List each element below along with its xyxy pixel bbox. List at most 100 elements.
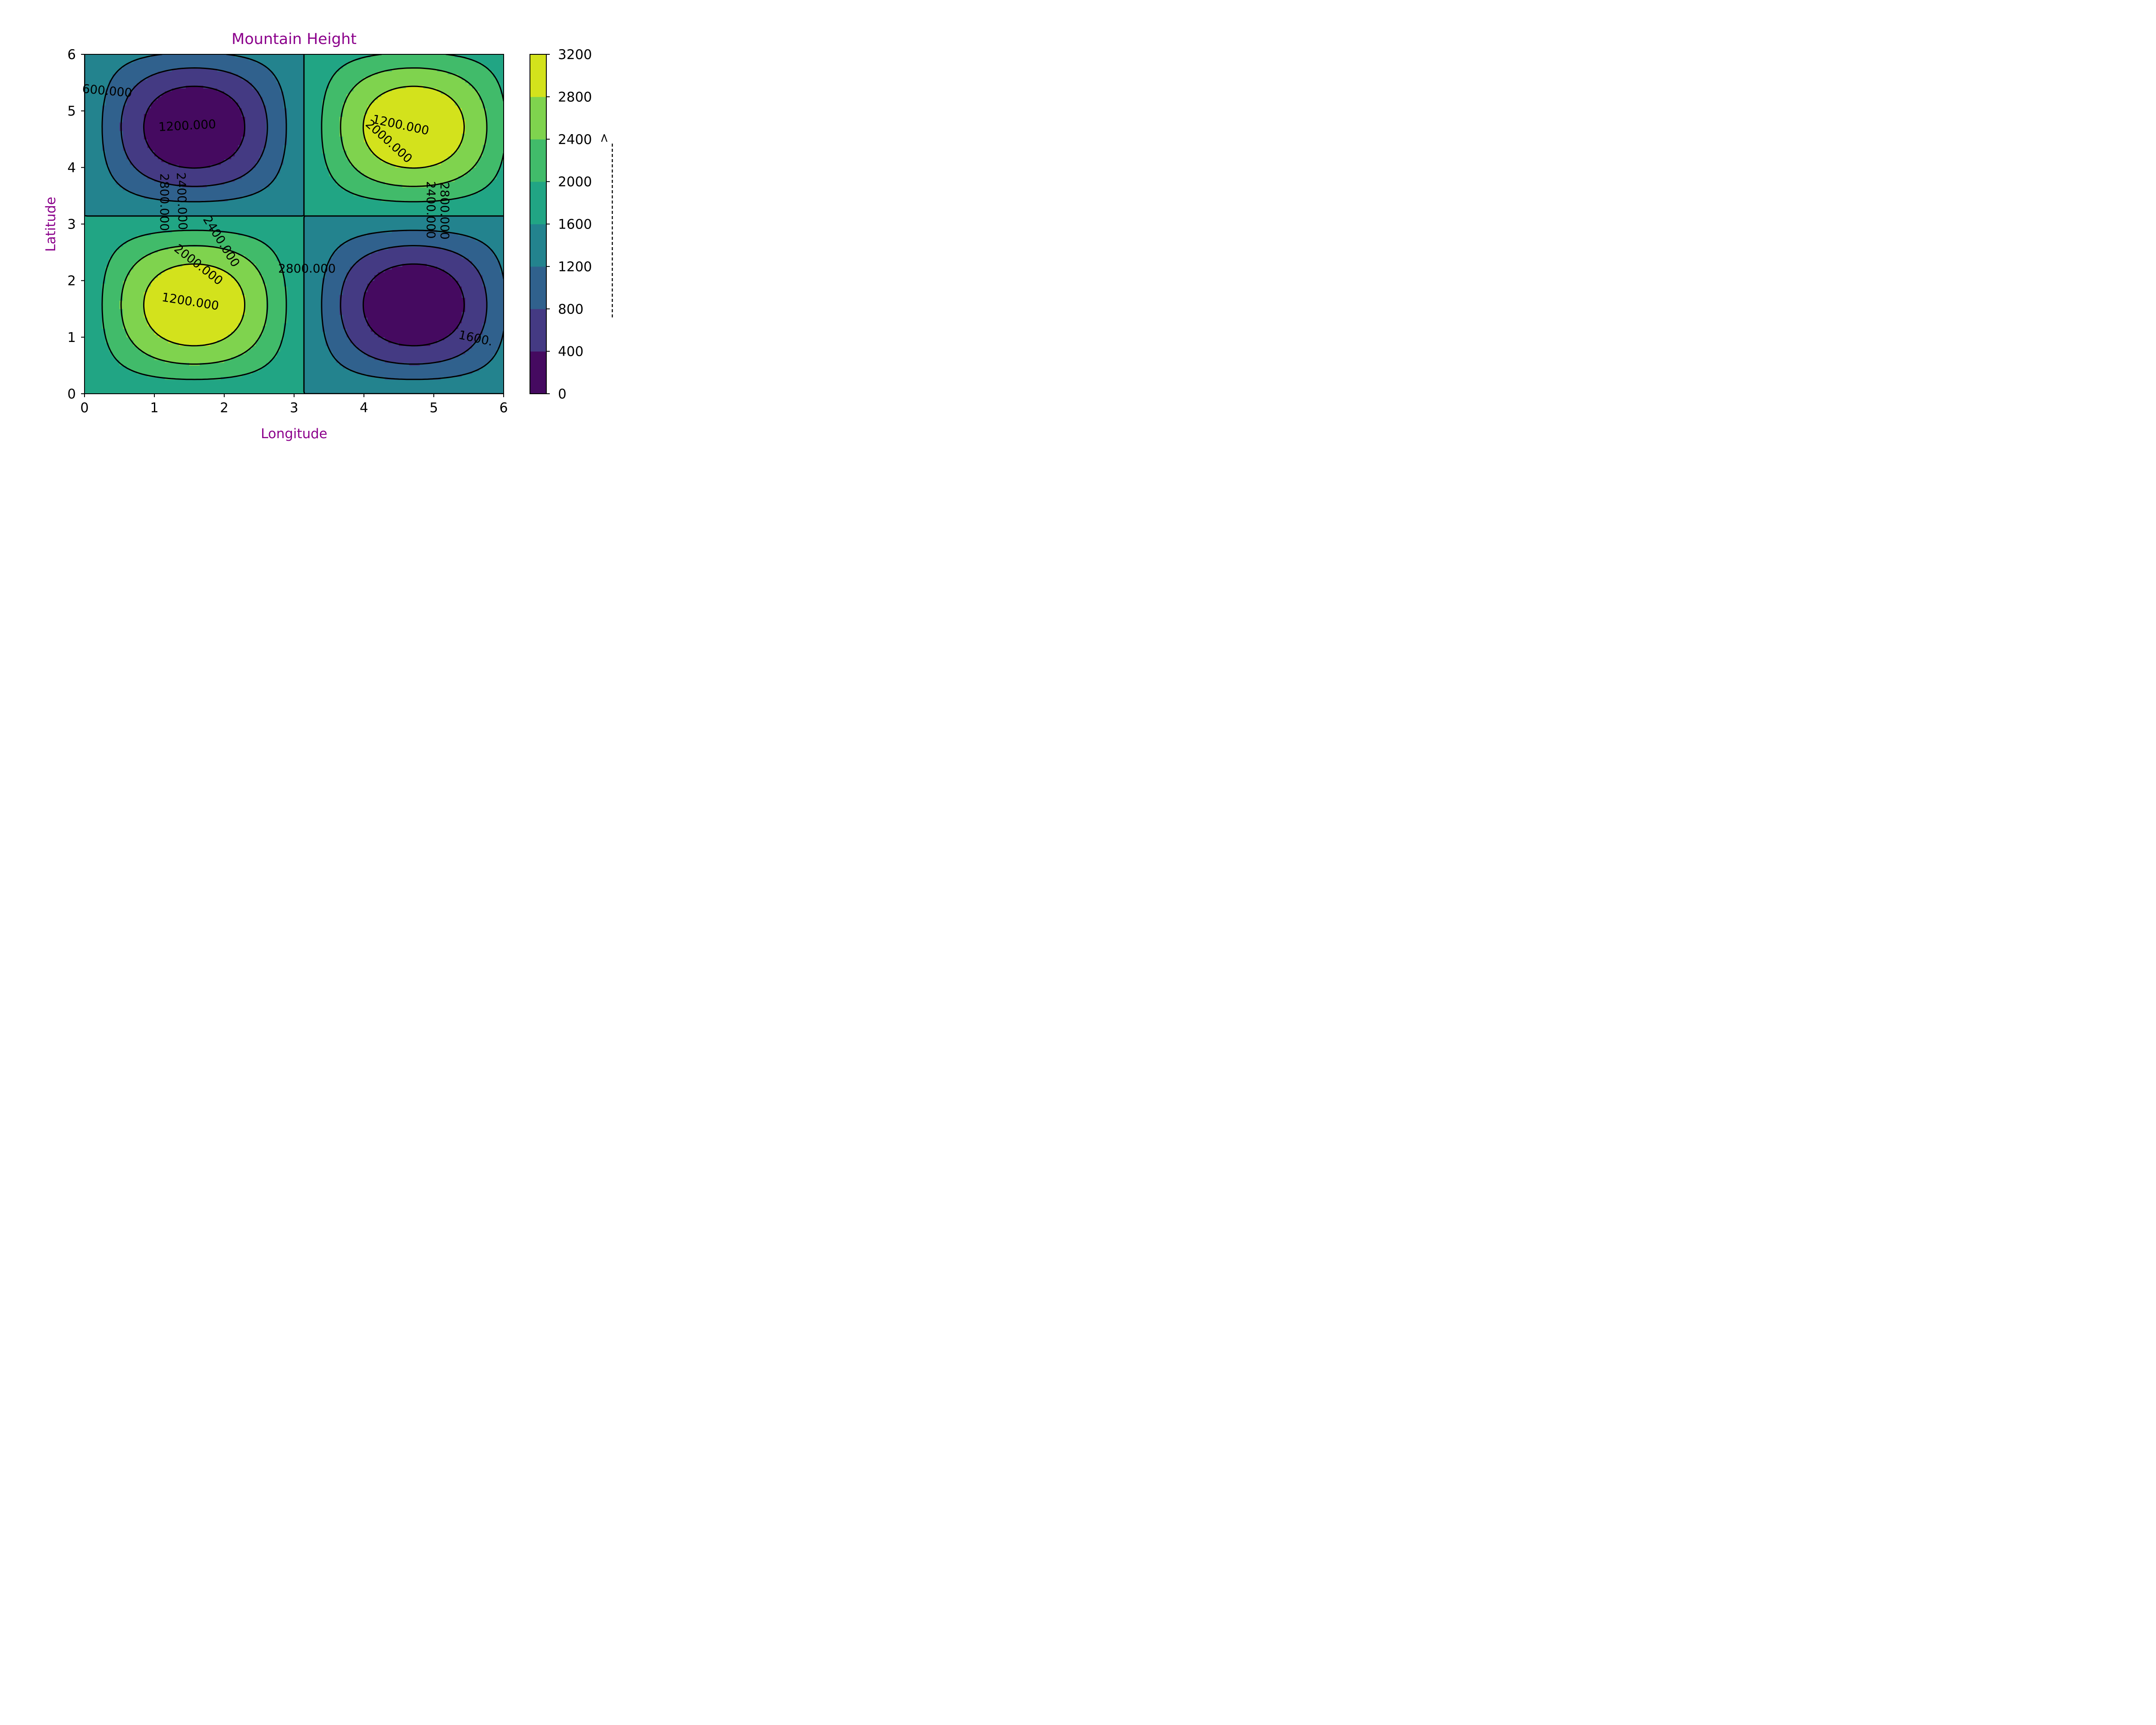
contour-cell [179,83,183,86]
contour-cell [141,102,144,105]
contour-cell [123,261,127,264]
contour-cell [126,162,130,165]
contour-cell [116,383,120,386]
contour-cell [151,119,155,122]
contour-cell [214,380,218,383]
contour-cell [95,230,99,233]
contour-cell [137,102,141,105]
contour-cell [193,281,197,284]
contour-cell [172,134,176,137]
contour-cell [203,170,207,173]
contour-cell [165,244,169,247]
contour-cell [137,69,141,72]
contour-cell [133,66,137,69]
contour-cell [147,337,151,340]
contour-cell [179,232,183,235]
contour-cell [154,289,158,292]
contour-cell [85,289,88,292]
contour-cell [210,286,214,289]
contour-cell [228,295,232,298]
contour-cell [210,134,214,137]
contour-cell [85,244,88,247]
contour-cell [147,247,151,250]
contour-cell [95,235,99,238]
contour-cell [214,374,218,377]
contour-cell [137,213,141,216]
contour-cell [141,267,144,270]
contour-cell [91,102,95,105]
contour-cell [147,261,151,264]
contour-cell [221,317,225,320]
contour-cell [182,77,186,80]
contour-cell [158,114,162,117]
contour-cell [88,283,92,286]
contour-cell [91,218,95,221]
contour-cell [186,142,190,145]
contour-cell [161,306,165,309]
contour-cell [182,57,186,60]
contour-cell [200,179,204,182]
contour-cell [130,334,134,337]
contour-cell [95,275,99,278]
contour-cell [109,368,113,371]
contour-cell [172,337,176,340]
contour-cell [113,227,116,230]
contour-cell [154,337,158,340]
contour-cell [221,334,225,337]
contour-cell [228,207,232,210]
contour-cell [133,360,137,363]
contour-cell [130,312,134,315]
contour-cell [151,187,155,190]
contour-cell [154,292,158,295]
contour-cell [203,207,207,210]
contour-cell [141,252,144,255]
contour-cell [158,63,162,66]
contour-cell [141,154,144,157]
contour-cell [88,210,92,213]
contour-cell [133,145,137,148]
contour-cell [221,173,225,176]
contour-cell [106,221,110,224]
contour-cell [158,167,162,170]
contour-cell [214,383,218,386]
contour-cell [207,193,211,196]
contour-cell [144,91,148,94]
contour-cell [109,218,113,221]
contour-cell [85,230,88,233]
contour-cell [175,340,179,343]
contour-cell [113,312,116,315]
contour-cell [91,292,95,295]
contour-cell [158,66,162,69]
contour-cell [116,210,120,213]
contour-cell [106,69,110,72]
contour-cell [113,204,116,207]
contour-cell [186,94,190,97]
contour-cell [207,91,211,94]
contour-cell [91,97,95,100]
contour-cell [203,162,207,165]
contour-cell [88,314,92,317]
contour-cell [141,221,144,224]
contour-cell [203,204,207,207]
contour-cell [196,173,200,176]
contour-cell [106,128,110,131]
contour-cell [214,201,218,204]
contour-cell [151,156,155,159]
contour-cell [175,278,179,281]
contour-cell [141,97,144,100]
contour-cell [130,173,134,176]
contour-cell [95,119,99,122]
contour-cell [182,326,186,329]
contour-cell [91,185,95,188]
contour-cell [224,111,228,114]
contour-cell [119,261,123,264]
contour-cell [168,348,172,351]
contour-cell [193,74,197,77]
contour-cell [193,351,197,354]
contour-cell [123,292,127,295]
contour-cell [91,224,95,227]
contour-cell [137,134,141,137]
contour-cell [147,221,151,224]
contour-cell [196,60,200,63]
contour-cell [186,348,190,351]
